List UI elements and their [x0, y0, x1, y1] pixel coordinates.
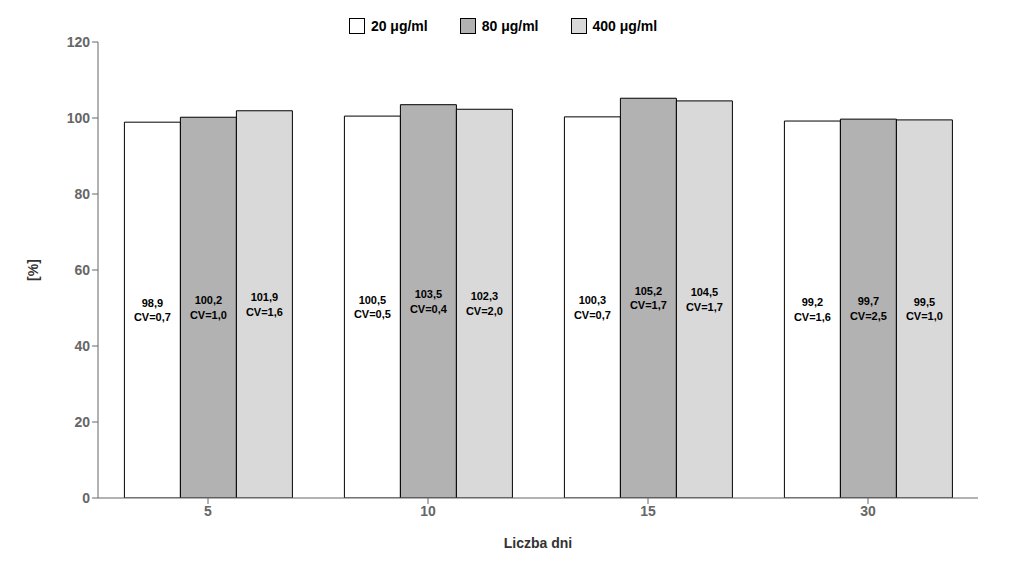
svg-text:30: 30: [860, 503, 876, 519]
svg-text:5: 5: [204, 503, 212, 519]
svg-text:0: 0: [82, 490, 90, 506]
svg-text:102,3CV=2,0: 102,3CV=2,0: [466, 290, 503, 316]
svg-text:[%]: [%]: [25, 259, 41, 281]
svg-text:100: 100: [67, 110, 91, 126]
svg-text:100,2CV=1,0: 100,2CV=1,0: [190, 294, 227, 320]
html-text:20 μg/ml: 20 μg/ml: [370, 18, 428, 34]
svg-text:100,3CV=0,7: 100,3CV=0,7: [574, 294, 611, 320]
svg-text:101,9CV=1,6: 101,9CV=1,6: [246, 291, 283, 317]
svg-text:80: 80: [74, 186, 90, 202]
svg-text:20: 20: [74, 414, 90, 430]
svg-text:40: 40: [74, 338, 90, 354]
html-text:80 μg/ml: 80 μg/ml: [481, 18, 539, 34]
html-text:400 μg/ml: 400 μg/ml: [592, 18, 658, 34]
svg-text:120: 120: [67, 34, 91, 50]
svg-text:103,5CV=0,4: 103,5CV=0,4: [410, 288, 448, 314]
svg-text:Liczba dni: Liczba dni: [504, 535, 572, 551]
svg-text:60: 60: [74, 262, 90, 278]
svg-text:10: 10: [420, 503, 436, 519]
svg-text:104,5CV=1,7: 104,5CV=1,7: [686, 286, 723, 312]
svg-text:99,5CV=1,0: 99,5CV=1,0: [906, 296, 943, 322]
svg-text:99,7CV=2,5: 99,7CV=2,5: [850, 295, 887, 321]
svg-text:15: 15: [640, 503, 656, 519]
svg-text:99,2CV=1,6: 99,2CV=1,6: [794, 296, 831, 322]
svg-text:98,9CV=0,7: 98,9CV=0,7: [134, 297, 171, 323]
svg-text:105,2CV=1,7: 105,2CV=1,7: [630, 285, 667, 311]
svg-text:100,5CV=0,5: 100,5CV=0,5: [354, 294, 391, 320]
